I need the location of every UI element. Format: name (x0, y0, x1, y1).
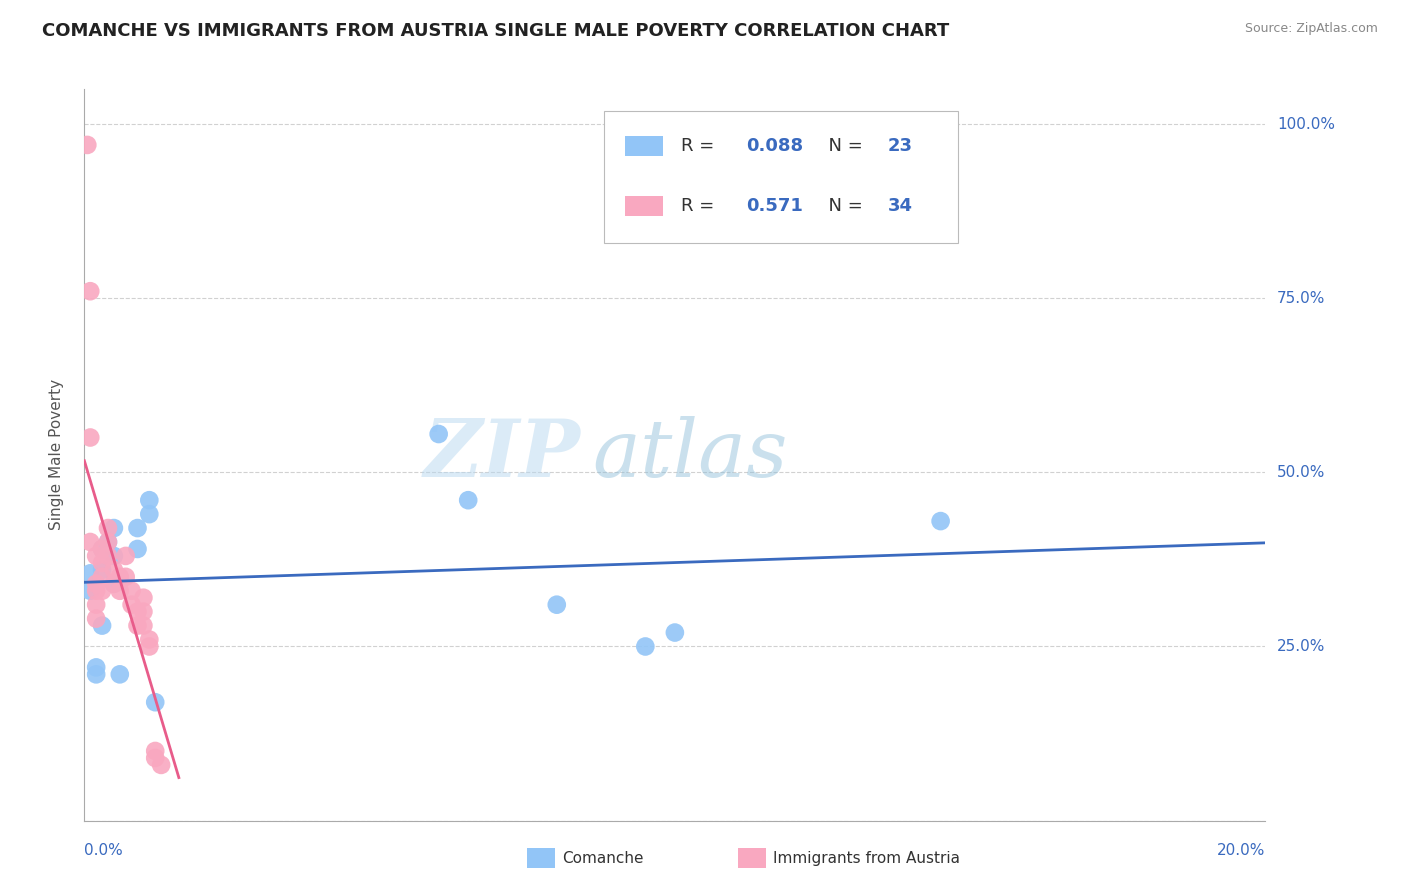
Point (143, 695, 166, 709)
Point (97, 549, 120, 563)
Point (97, 521, 120, 535)
Point (91, 556, 114, 570)
Point (103, 563, 125, 577)
Point (84, 549, 107, 563)
Y-axis label: Single Male Poverty: Single Male Poverty (49, 379, 63, 531)
Point (103, 576, 125, 591)
Point (143, 751, 166, 765)
Point (132, 605, 155, 619)
Text: 75.0%: 75.0% (1277, 291, 1326, 306)
Text: COMANCHE VS IMMIGRANTS FROM AUSTRIA SINGLE MALE POVERTY CORRELATION CHART: COMANCHE VS IMMIGRANTS FROM AUSTRIA SING… (42, 22, 949, 40)
Point (664, 625, 686, 640)
Point (127, 541, 149, 556)
Point (457, 493, 479, 508)
Point (84, 598, 107, 612)
Point (84, 667, 107, 681)
Text: atlas: atlas (592, 417, 787, 493)
Point (127, 618, 149, 632)
Text: Source: ZipAtlas.com: Source: ZipAtlas.com (1244, 22, 1378, 36)
Point (427, 427, 450, 442)
Bar (626, 136, 664, 156)
Point (79, 583, 101, 598)
Point (138, 507, 160, 521)
Point (143, 744, 166, 758)
Point (79, 284, 101, 298)
Point (79, 535, 101, 549)
Point (91, 570, 114, 584)
Point (84, 660, 107, 674)
Text: R =: R = (681, 197, 725, 215)
Point (108, 667, 131, 681)
Point (121, 583, 143, 598)
Point (114, 549, 136, 563)
Point (634, 640, 657, 654)
Bar (626, 196, 664, 217)
Point (138, 640, 160, 654)
Point (114, 570, 136, 584)
Point (97, 535, 120, 549)
Text: N =: N = (817, 197, 868, 215)
Point (132, 591, 155, 605)
Point (79, 566, 101, 581)
Point (929, 514, 952, 528)
Point (91, 618, 114, 632)
Text: Immigrants from Austria: Immigrants from Austria (773, 852, 960, 866)
Text: N =: N = (817, 137, 868, 155)
Text: 0.571: 0.571 (745, 197, 803, 215)
Point (108, 570, 131, 584)
Text: R =: R = (681, 137, 720, 155)
Point (546, 598, 568, 612)
Text: 50.0%: 50.0% (1277, 465, 1326, 480)
Point (91, 583, 114, 598)
Text: 25.0%: 25.0% (1277, 639, 1326, 654)
Text: ZIP: ZIP (423, 417, 581, 493)
Text: Comanche: Comanche (562, 852, 644, 866)
FancyBboxPatch shape (605, 112, 959, 243)
Point (127, 521, 149, 535)
Point (91, 541, 114, 556)
Text: 23: 23 (887, 137, 912, 155)
Point (108, 583, 131, 598)
Bar (738, 848, 766, 868)
Text: 0.0%: 0.0% (84, 843, 124, 858)
Point (132, 618, 155, 632)
Point (76, 137, 98, 152)
Point (103, 521, 125, 535)
Point (121, 598, 143, 612)
Text: 100.0%: 100.0% (1277, 117, 1336, 131)
Point (91, 541, 114, 556)
Point (138, 632, 160, 647)
Point (103, 549, 125, 563)
Point (97, 535, 120, 549)
Point (84, 612, 107, 626)
Point (138, 493, 160, 508)
Point (79, 430, 101, 444)
Point (103, 576, 125, 591)
Point (84, 576, 107, 591)
Point (91, 563, 114, 577)
Point (84, 583, 107, 598)
Text: 20.0%: 20.0% (1218, 843, 1265, 858)
Point (150, 758, 173, 772)
Point (127, 605, 149, 619)
Bar (527, 848, 555, 868)
Text: 34: 34 (887, 197, 912, 215)
Text: 0.088: 0.088 (745, 137, 803, 155)
